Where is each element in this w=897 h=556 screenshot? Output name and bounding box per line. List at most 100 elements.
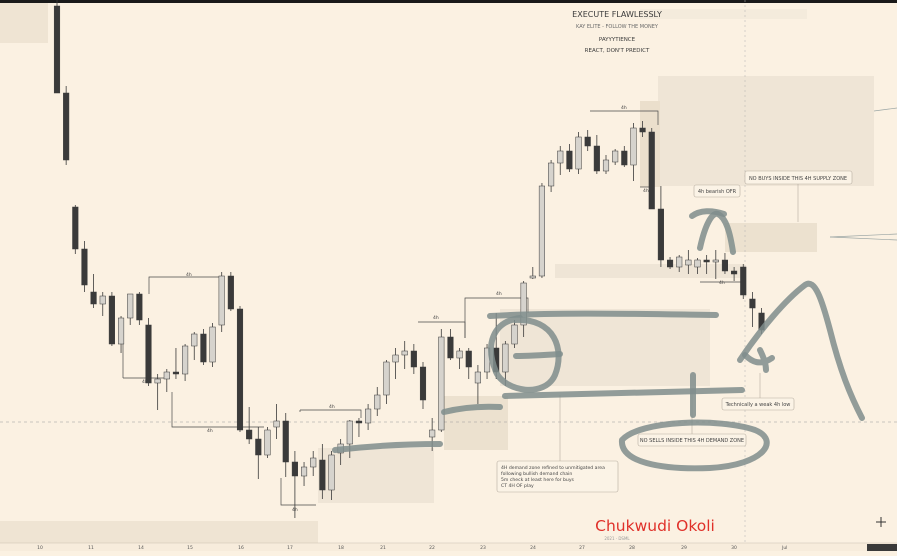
- candle-bear: [255, 438, 262, 456]
- pen-lower-left-stroke: [332, 441, 443, 453]
- level-label: 4h: [433, 315, 439, 321]
- weak-low-label: Technically a weak 4h low: [725, 402, 791, 408]
- candle-bear: [740, 266, 747, 296]
- level-label: 4h: [292, 507, 298, 513]
- candle-bull: [429, 429, 436, 438]
- candle-bull: [383, 361, 390, 396]
- candle-bull: [264, 429, 271, 456]
- candle-bear: [566, 150, 573, 170]
- x-tick-label: 10: [37, 545, 43, 551]
- bottom-left-zone: [0, 521, 318, 544]
- x-axis-month-label: Jul: [781, 545, 787, 551]
- candles-layer: [53, 0, 765, 518]
- pen-demand-circle: [488, 315, 562, 393]
- candle-bull: [301, 466, 308, 477]
- level-label: 4h: [142, 379, 148, 385]
- candle-bear: [419, 366, 427, 401]
- level-line: [171, 392, 264, 428]
- candle-bear: [731, 270, 738, 275]
- header-line4: REACT, DON'T PREDICT: [585, 48, 650, 54]
- candle-bull: [557, 150, 564, 164]
- candle-bull: [520, 282, 527, 326]
- candle-bull: [529, 275, 536, 279]
- candle-bull: [575, 136, 582, 170]
- level-label: 4h: [207, 428, 213, 434]
- crosshair-icon[interactable]: [876, 517, 886, 527]
- x-tick-label: 28: [629, 545, 635, 551]
- candle-bull: [538, 185, 546, 277]
- pen-demand-oval: [619, 419, 770, 472]
- pen-demand-top-stroke: [487, 310, 719, 319]
- x-tick-label: 15: [187, 545, 193, 551]
- candle-bull: [392, 354, 399, 363]
- top-border: [0, 0, 897, 3]
- date-tooltip-box: [867, 544, 897, 551]
- candle-bear: [145, 324, 152, 384]
- candle-bear: [593, 145, 600, 172]
- bearish-ofr-label: 4h bearish OFR: [698, 189, 737, 195]
- candle-bear: [172, 371, 179, 375]
- header-line2: KAY ELITE - FOLLOW THE MONEY: [576, 24, 659, 30]
- x-tick-label: 18: [338, 545, 344, 551]
- candle-bear: [657, 208, 664, 261]
- x-axis-ticks: 10 11 14 15 16 17 18 21 22 23 24 27 28 29 30: [37, 545, 737, 551]
- x-tick-label: 17: [287, 545, 293, 551]
- candle-bull: [694, 259, 701, 268]
- x-tick-label: 30: [731, 545, 737, 551]
- candle-bull: [602, 159, 610, 172]
- candle-bear: [749, 298, 756, 309]
- candle-bear: [136, 293, 143, 321]
- demand-note-line3: 5m check at least here for buys: [501, 477, 575, 483]
- right-side-arrows: [829, 107, 897, 241]
- candle-bull: [163, 371, 170, 380]
- weak-low-callout: Technically a weak 4h low: [721, 373, 795, 411]
- level-line: [299, 409, 362, 418]
- candle-bull: [630, 127, 637, 166]
- candle-bull: [182, 345, 189, 375]
- candle-bear: [447, 336, 454, 359]
- candle-bull: [548, 162, 555, 187]
- candle-bear: [639, 127, 646, 133]
- pen-demand-bottom-stroke: [502, 387, 745, 399]
- demand-note-line4: CT 4H OF play: [501, 483, 534, 489]
- x-axis-bar: [0, 543, 897, 551]
- x-tick-label: 27: [579, 545, 585, 551]
- x-tick-label: 21: [380, 545, 386, 551]
- candle-bull: [511, 324, 518, 345]
- level-label: 4h: [621, 105, 627, 111]
- candle-bull: [191, 333, 198, 347]
- candle-bear: [584, 136, 591, 147]
- candle-bear: [721, 259, 729, 272]
- pen-arrow-stroke: [742, 347, 775, 373]
- candle-bear: [81, 248, 88, 286]
- level-label: 4h: [643, 188, 649, 194]
- candle-bull: [474, 371, 481, 384]
- candle-bull: [273, 420, 280, 428]
- candle-bull: [118, 317, 125, 345]
- candle-bear: [108, 295, 115, 345]
- candle-bull: [676, 256, 683, 268]
- candle-bull: [346, 420, 353, 445]
- candle-bear: [63, 92, 70, 161]
- pen-lower-box-stroke: [441, 403, 503, 415]
- demand-note-line2: following bullish demand chain: [501, 471, 572, 477]
- candle-bear: [648, 131, 655, 210]
- candle-bull: [154, 378, 161, 384]
- supply-zone: [658, 76, 874, 186]
- candle-bear: [667, 259, 674, 268]
- demand-zone-callout: NO SELLS INSIDE THIS 4H DEMAND ZONE: [637, 389, 747, 447]
- candle-bull: [712, 259, 719, 263]
- candle-bear: [72, 206, 79, 250]
- candle-bear: [227, 275, 234, 310]
- x-tick-label: 14: [138, 545, 144, 551]
- candle-bear: [410, 350, 417, 368]
- bearish-ofr-callout: 4h bearish OFR: [693, 184, 741, 198]
- pen-big-m-stroke: [737, 280, 865, 421]
- demand-note-line1: 4H demand zone refined to unmitigated ar…: [501, 465, 605, 471]
- level-label: 4h: [329, 404, 335, 410]
- pen-ofr-arc-short: [689, 208, 727, 219]
- lower-zone: [318, 448, 434, 503]
- candle-bull: [612, 150, 619, 163]
